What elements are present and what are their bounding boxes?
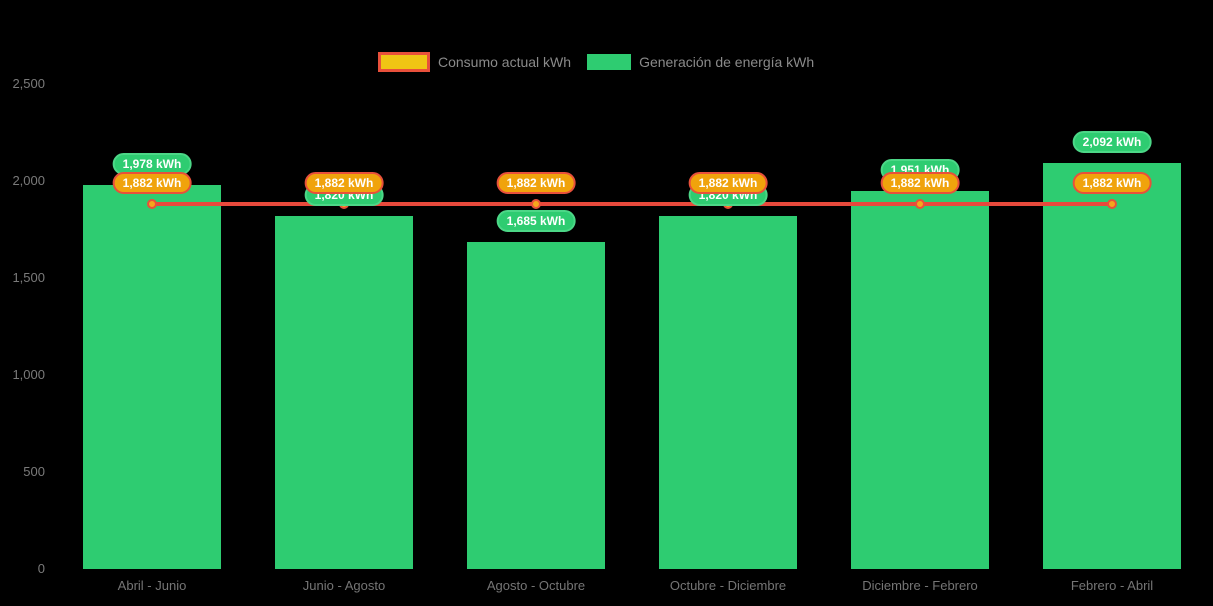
point-consumo-5[interactable]: [1107, 198, 1117, 209]
bar-generacion-3[interactable]: [659, 215, 797, 569]
label-generacion-2: 1,685 kWh: [496, 210, 576, 233]
bar-generacion-5[interactable]: [1043, 163, 1181, 569]
x-axis-label-4: Diciembre - Febrero: [862, 578, 978, 593]
bar-generacion-4[interactable]: [851, 190, 989, 569]
y-axis-tick-0: 0: [37, 561, 45, 576]
x-axis-label-1: Junio - Agosto: [302, 578, 386, 593]
bar-generacion-1[interactable]: [275, 215, 413, 569]
chart-legend: Consumo actual kWh Generación de energía…: [378, 52, 814, 72]
legend-item-generacion[interactable]: Generación de energía kWh: [587, 54, 814, 70]
x-axis-label-2: Agosto - Octubre: [486, 578, 586, 593]
legend-label-generacion: Generación de energía kWh: [639, 54, 815, 70]
legend-item-consumo[interactable]: Consumo actual kWh: [378, 52, 571, 72]
y-axis-tick-500: 500: [23, 464, 45, 479]
y-axis-tick-1,000: 1,000: [12, 367, 45, 382]
line-consumo: [152, 201, 1112, 206]
label-consumo-2: 1,882 kWh: [496, 171, 576, 194]
label-generacion-5: 2,092 kWh: [1072, 131, 1152, 154]
x-axis-label-3: Octubre - Diciembre: [669, 578, 787, 593]
label-consumo-4: 1,882 kWh: [880, 171, 960, 194]
y-axis-tick-2,500: 2,500: [12, 76, 45, 91]
label-consumo-0: 1,882 kWh: [112, 171, 192, 194]
label-consumo-3: 1,882 kWh: [688, 171, 768, 194]
y-axis-tick-1,500: 1,500: [12, 270, 45, 285]
point-consumo-4[interactable]: [915, 198, 925, 209]
x-axis-label-0: Abril - Junio: [117, 578, 187, 593]
point-consumo-2[interactable]: [531, 198, 541, 209]
generacion-swatch-icon: [587, 54, 632, 70]
point-consumo-0[interactable]: [147, 198, 157, 209]
label-consumo-5: 1,882 kWh: [1072, 171, 1152, 194]
x-axis-label-5: Febrero - Abril: [1070, 578, 1154, 593]
bar-generacion-2[interactable]: [467, 242, 605, 569]
legend-label-consumo: Consumo actual kWh: [438, 54, 572, 70]
y-axis-tick-2,000: 2,000: [12, 173, 45, 188]
bar-generacion-0[interactable]: [83, 185, 221, 569]
consumo-swatch-icon: [378, 52, 430, 72]
label-consumo-1: 1,882 kWh: [304, 171, 384, 194]
